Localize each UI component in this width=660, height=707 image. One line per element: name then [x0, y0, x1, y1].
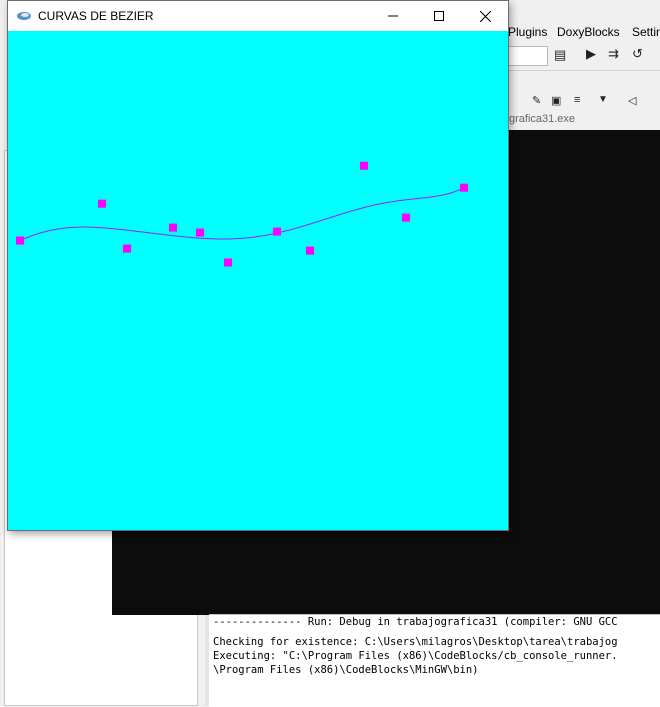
- console-window-title: grafica31.exe: [509, 113, 576, 125]
- build-icon[interactable]: ▤: [554, 47, 567, 62]
- prev-icon[interactable]: ◁: [628, 95, 637, 107]
- control-point-6[interactable]: [224, 258, 232, 267]
- log-line: Checking for existence: C:\Users\milagro…: [213, 636, 618, 648]
- panel-splitter[interactable]: [205, 600, 209, 706]
- run-icon[interactable]: ▶: [586, 46, 596, 61]
- glut-app-icon: [17, 12, 31, 20]
- menu-plugins[interactable]: Plugins: [508, 25, 548, 39]
- console-window-titlebar: [505, 110, 660, 132]
- control-point-5[interactable]: [196, 228, 204, 237]
- opengl-canvas[interactable]: [8, 31, 508, 530]
- window-title: CURVAS DE BEZIER: [38, 9, 154, 23]
- edit-icon[interactable]: ✎: [532, 95, 542, 107]
- build-target-select[interactable]: [508, 46, 548, 66]
- doc-icon[interactable]: ▣: [551, 95, 562, 107]
- menu-doxyblocks[interactable]: DoxyBlocks: [557, 25, 620, 39]
- control-point-11[interactable]: [460, 183, 468, 192]
- bezier-plot: [16, 161, 468, 267]
- log-line: Executing: "C:\Program Files (x86)\CodeB…: [213, 650, 618, 662]
- window-titlebar[interactable]: CURVAS DE BEZIER: [8, 1, 508, 31]
- dropdown-icon[interactable]: ▼: [598, 94, 608, 105]
- control-point-7[interactable]: [273, 227, 281, 236]
- log-line: -------------- Run: Debug in trabajograf…: [213, 616, 618, 628]
- step-into-icon[interactable]: ⇉: [608, 46, 619, 61]
- control-point-3[interactable]: [123, 244, 131, 253]
- minimize-button[interactable]: [370, 1, 416, 31]
- menu-settings[interactable]: Settin: [632, 25, 660, 39]
- step-out-icon[interactable]: ↺: [632, 46, 643, 61]
- maximize-button[interactable]: [416, 1, 462, 31]
- ide-toolbar-secondary: [505, 92, 660, 110]
- bezier-curve: [19, 187, 465, 242]
- close-icon: [479, 10, 491, 22]
- log-line: \Program Files (x86)\CodeBlocks\MinGW\bi…: [213, 664, 479, 676]
- control-point-8[interactable]: [306, 246, 314, 255]
- list-icon[interactable]: ≡: [574, 94, 581, 106]
- minimize-icon: [388, 15, 398, 17]
- close-button[interactable]: [462, 1, 508, 31]
- build-log-panel: [209, 614, 660, 707]
- bezier-window: CURVAS DE BEZIER: [7, 0, 509, 531]
- control-point-2[interactable]: [98, 199, 106, 208]
- control-point-4[interactable]: [169, 223, 177, 232]
- control-point-1[interactable]: [16, 236, 24, 245]
- control-point-9[interactable]: [360, 161, 368, 170]
- control-point-10[interactable]: [402, 213, 410, 222]
- maximize-icon: [434, 11, 444, 21]
